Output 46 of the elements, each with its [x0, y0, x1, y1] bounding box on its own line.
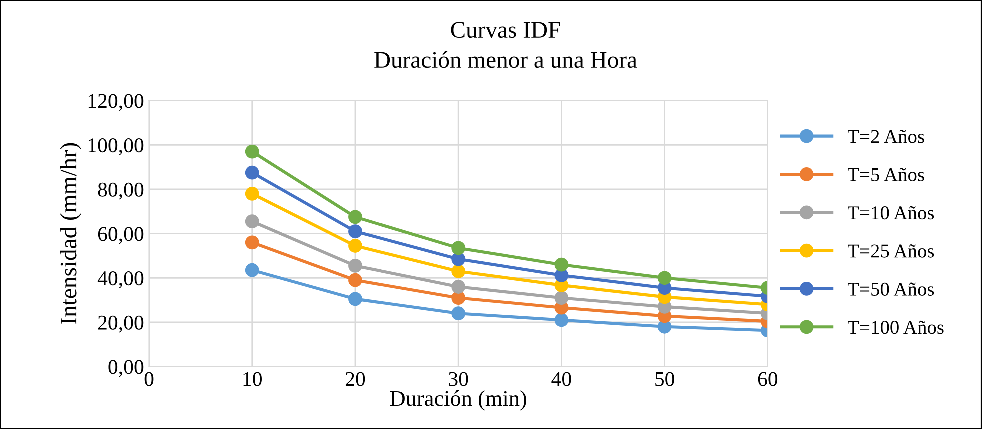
x-tick-label: 10: [244, 372, 262, 386]
y-tick-label: 120,00: [88, 94, 144, 112]
x-tick-label: 30: [449, 372, 468, 386]
point: [245, 214, 260, 229]
point: [452, 280, 466, 294]
point: [348, 224, 362, 239]
x-tick-label: 0: [144, 372, 154, 386]
point: [348, 259, 362, 273]
y-tick-label: 40,00: [98, 272, 144, 289]
point: [245, 144, 260, 159]
point: [452, 252, 466, 266]
x-tick-label: 60: [758, 372, 778, 386]
point: [245, 263, 260, 278]
point: [452, 306, 466, 321]
point: [348, 210, 362, 224]
y-tick-label: 60,00: [98, 227, 144, 244]
x-tick-label: 50: [656, 372, 674, 386]
legend-label: T=100 Años: [848, 320, 944, 334]
point: [348, 273, 362, 288]
point: [348, 239, 362, 253]
chart-title: Curvas IDF: [451, 22, 560, 38]
legend-label: T=2 Años: [848, 130, 924, 144]
point: [658, 271, 672, 286]
legend-label: T=10 Años: [848, 206, 934, 220]
y-tick-label: 80,00: [98, 182, 144, 200]
x-tick-label: 40: [552, 372, 572, 386]
chart-subtitle: Duración menor a una Hora: [374, 51, 638, 68]
point: [554, 291, 569, 306]
x-tick-label: 20: [346, 372, 366, 386]
point: [245, 166, 260, 180]
y-tick-label: 100,00: [88, 138, 144, 156]
point: [348, 292, 362, 306]
y-tick-label: 0,00: [108, 360, 144, 378]
point: [245, 236, 260, 250]
legend-label: T=25 Años: [848, 244, 934, 258]
point: [452, 241, 466, 256]
point: [554, 258, 569, 272]
legend-label: T=5 Años: [848, 168, 924, 182]
legend-label: T=50 Años: [848, 282, 934, 296]
y-axis-title: Intensidad (mm/hr): [60, 143, 82, 324]
point: [452, 264, 466, 278]
y-tick-label: 20,00: [98, 316, 144, 333]
x-axis-title: Duración (min): [390, 390, 526, 411]
point: [554, 313, 569, 328]
point: [452, 291, 466, 306]
point: [245, 186, 260, 201]
